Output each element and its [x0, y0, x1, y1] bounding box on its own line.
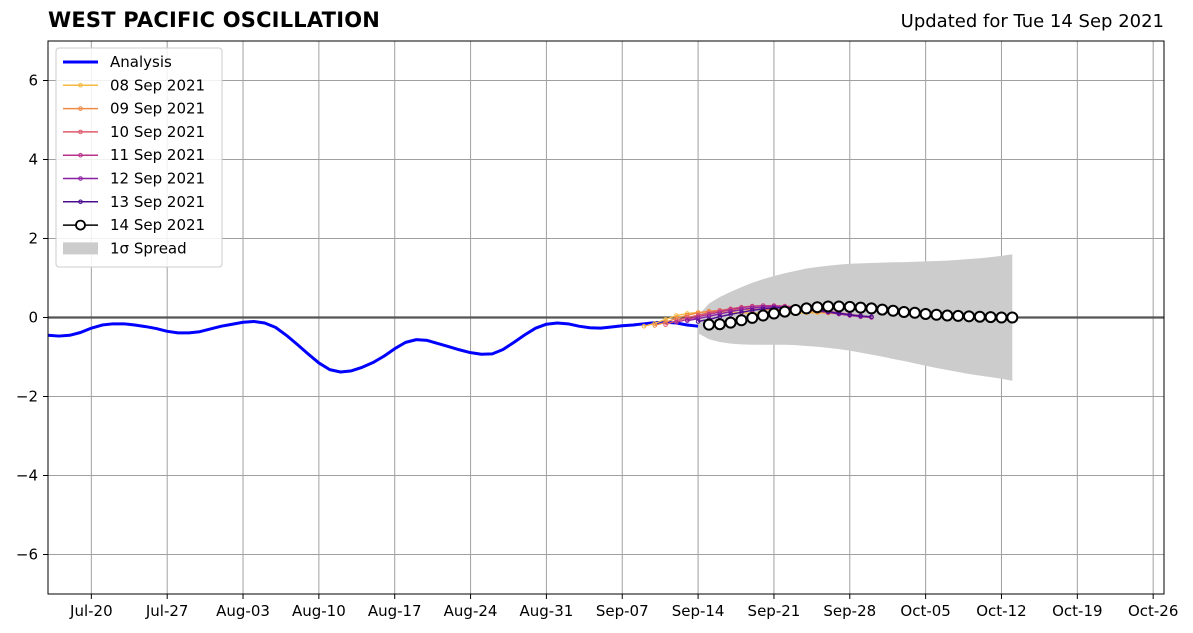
y-tick-label: 4 — [28, 151, 38, 169]
y-tick-label: −2 — [16, 388, 38, 406]
spread-band — [698, 254, 1013, 381]
forecast-point — [847, 312, 853, 318]
forecast-point — [674, 318, 679, 323]
latest-forecast-point — [887, 304, 900, 317]
y-tick-label: −6 — [16, 546, 38, 564]
forecast-point — [674, 319, 679, 325]
forecast-point — [684, 318, 690, 323]
y-tick-label: 6 — [28, 72, 38, 90]
forecast-layer — [641, 300, 1019, 331]
spread-layer — [698, 254, 1013, 381]
y-tick-label: 0 — [28, 309, 38, 327]
legend-box — [55, 47, 223, 268]
latest-forecast-point — [973, 310, 986, 323]
latest-forecast-point — [735, 314, 748, 327]
legend-swatch-marker — [78, 152, 83, 158]
latest-forecast-point — [811, 301, 824, 314]
x-tick-label: Oct-19 — [1052, 602, 1102, 620]
legend: Analysis 08 Sep 2021 09 Sep 2021 10 Sep 202… — [55, 47, 223, 268]
x-tick-label: Sep-28 — [823, 602, 876, 620]
forecast-point — [674, 313, 679, 318]
latest-forecast-point — [995, 311, 1008, 324]
x-tick-label: Sep-07 — [596, 602, 649, 620]
x-tick-label: Aug-10 — [292, 602, 346, 620]
latest-forecast-point — [778, 305, 791, 318]
x-tick-label: Aug-03 — [216, 602, 270, 620]
latest-forecast-point — [952, 309, 965, 322]
forecast-point — [695, 319, 701, 324]
grid-layer — [48, 41, 1164, 594]
forecast-point — [663, 317, 668, 322]
legend-swatch-marker — [75, 219, 86, 231]
latest-forecast-point — [897, 305, 910, 318]
latest-forecast-point — [702, 318, 715, 331]
latest-forecast-point — [1006, 311, 1019, 324]
chart-title: WEST PACIFIC OSCILLATION — [48, 8, 381, 32]
legend-label: 12 Sep 2021 — [110, 170, 205, 188]
forecast-point — [695, 316, 701, 321]
latest-forecast-point — [822, 300, 835, 313]
legend-label: 13 Sep 2021 — [110, 193, 205, 211]
forecast-point — [858, 313, 863, 319]
latest-forecast-point — [919, 307, 932, 320]
legend-label: 08 Sep 2021 — [110, 76, 205, 94]
forecast-point — [739, 310, 744, 315]
forecast-point — [869, 314, 874, 320]
x-tick-label: Oct-05 — [900, 602, 950, 620]
legend-label: 14 Sep 2021 — [110, 216, 205, 234]
latest-forecast-point — [713, 318, 726, 331]
latest-forecast-point — [962, 310, 975, 323]
latest-forecast-point — [908, 306, 921, 319]
latest-forecast-point — [876, 303, 889, 316]
latest-forecast-point — [984, 311, 997, 324]
forecast-point — [641, 323, 647, 329]
forecast-point — [728, 312, 733, 317]
plot-frame — [47, 40, 1165, 595]
forecast-point — [717, 311, 723, 317]
legend-swatch-marker — [78, 199, 83, 205]
latest-forecast-point — [930, 308, 943, 321]
legend-label: 11 Sep 2021 — [110, 146, 205, 164]
legend-label: 09 Sep 2021 — [110, 100, 205, 118]
legend-label: Analysis — [110, 53, 172, 71]
legend-swatch-marker — [78, 176, 83, 181]
axes-layer: Jul-20 Jul-27 Aug-03 Aug-10 Aug-17 Aug-24 Aug-… — [16, 40, 1178, 620]
legend-swatch-spread — [63, 242, 98, 255]
legend-label: 10 Sep 2021 — [110, 123, 205, 141]
analysis-layer — [47, 319, 699, 374]
forecast-point — [728, 309, 733, 314]
y-tick-label: −4 — [16, 467, 38, 485]
updated-date: Updated for Tue 14 Sep 2021 — [900, 11, 1164, 32]
latest-forecast-point — [746, 311, 759, 324]
legend-swatch-marker — [78, 106, 83, 111]
latest-forecast-point — [843, 300, 856, 313]
latest-forecast-point — [724, 316, 737, 329]
latest-forecast-point — [865, 302, 878, 315]
x-tick-label: Aug-24 — [444, 602, 498, 620]
x-tick-label: Jul-20 — [69, 602, 113, 620]
forecast-point — [739, 307, 744, 312]
x-tick-label: Sep-14 — [672, 602, 725, 620]
latest-forecast-point — [854, 301, 867, 314]
legend-swatch-marker — [78, 83, 83, 88]
x-tick-label: Aug-31 — [520, 602, 574, 620]
x-tick-label: Oct-26 — [1128, 602, 1178, 620]
latest-forecast-point — [789, 303, 802, 316]
legend-swatch-marker — [78, 129, 83, 135]
latest-forecast-point — [767, 307, 780, 320]
latest-forecast-point — [800, 302, 813, 315]
x-tick-label: Jul-27 — [145, 602, 189, 620]
forecast-point — [652, 323, 658, 328]
x-tick-label: Sep-21 — [748, 602, 801, 620]
y-tick-label: 2 — [28, 230, 38, 248]
latest-forecast-point — [941, 309, 954, 322]
x-tick-label: Oct-12 — [976, 602, 1026, 620]
legend-label: 1σ Spread — [110, 239, 187, 257]
x-tick-label: Aug-17 — [368, 602, 422, 620]
forecast-point — [663, 322, 668, 327]
latest-forecast-point — [757, 309, 770, 322]
analysis-line — [47, 319, 699, 374]
latest-forecast-point — [832, 300, 845, 313]
